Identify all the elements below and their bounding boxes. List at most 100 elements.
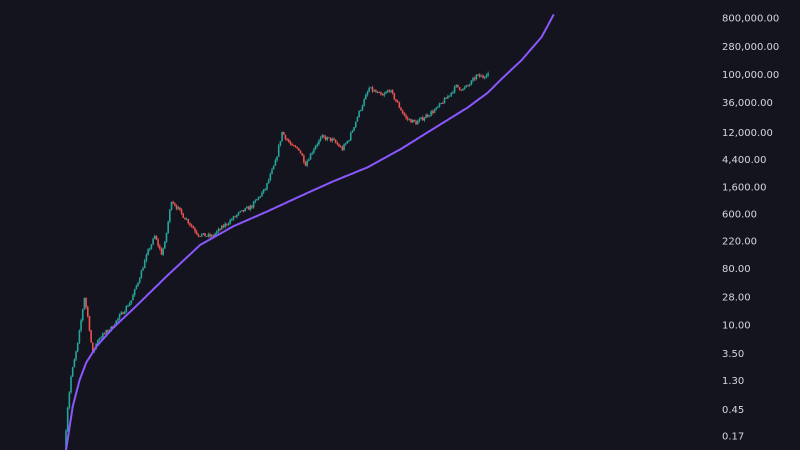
candle-body (296, 146, 298, 149)
candle-body (157, 239, 159, 246)
candle-body (229, 220, 231, 224)
candle-body (246, 206, 248, 209)
candle-body (264, 189, 267, 191)
candle-body (284, 134, 287, 140)
candle-body (370, 87, 372, 89)
candle-body (356, 117, 359, 122)
candle-body (195, 231, 198, 234)
y-tick-label: 12,000.00 (722, 128, 773, 139)
candle-body (455, 84, 458, 87)
candle-body (339, 146, 342, 148)
candle-body (227, 223, 230, 225)
candle-body (150, 244, 153, 249)
candle-body (334, 140, 337, 143)
candle-body (338, 144, 340, 147)
y-tick-label: 36,000.00 (722, 98, 773, 109)
candle-body (432, 111, 434, 113)
candle-body (125, 306, 128, 312)
candle-body (467, 85, 469, 87)
candle-body (329, 137, 332, 141)
candle-body (190, 224, 193, 227)
y-tick-label: 800,000.00 (722, 14, 779, 25)
candle-body (226, 223, 228, 225)
candle-body (371, 87, 374, 92)
candle-body (272, 165, 275, 170)
candle-body (353, 126, 355, 131)
candle-body (200, 234, 203, 237)
y-tick-label: 4,400.00 (722, 155, 767, 166)
candle-body (336, 142, 339, 145)
candle-body (210, 235, 213, 237)
candle-body (425, 114, 427, 118)
y-tick-label: 0.45 (722, 405, 744, 416)
candle-body (473, 78, 476, 80)
candle-body (365, 94, 367, 100)
candle-body (385, 92, 387, 94)
candle-body (103, 333, 106, 335)
candle-body (378, 92, 381, 93)
candle-body (174, 203, 176, 206)
candle-body (328, 137, 330, 139)
candle-body (450, 92, 453, 96)
candle-body (373, 90, 375, 92)
candle-body (408, 119, 411, 121)
candle-body (304, 162, 307, 166)
candle-body (480, 75, 483, 77)
candle-body (457, 84, 459, 88)
candle-body (262, 189, 265, 193)
candle-body (418, 119, 421, 122)
candle-body (224, 223, 226, 227)
candle-body (205, 236, 208, 238)
candle-body (301, 153, 303, 156)
candle-body (128, 303, 131, 307)
candle-body (189, 223, 191, 225)
candle-body (351, 130, 354, 133)
candle-body (212, 235, 215, 237)
candle-body (97, 340, 99, 344)
candle-body (447, 96, 449, 99)
candle-body (180, 209, 183, 214)
candle-body (234, 216, 236, 218)
price-axis[interactable]: 800,000.00 280,000.00 100,000.00 36,000.00 1… (722, 14, 779, 443)
candle-body (127, 306, 129, 307)
candle-body (386, 90, 389, 93)
candle-body (137, 282, 139, 286)
candle-body (303, 155, 305, 163)
candle-body (197, 233, 200, 237)
candle-body (222, 225, 225, 227)
y-tick-label: 1,600.00 (722, 183, 767, 194)
candle-body (143, 260, 146, 269)
candle-body (70, 376, 72, 393)
candle-body (167, 221, 169, 233)
candle-body (185, 219, 188, 221)
candle-body (83, 297, 86, 310)
candle-body (135, 285, 138, 290)
candle-body (177, 207, 180, 209)
candle-body (231, 219, 233, 221)
candle-body (323, 135, 325, 137)
candle-body (308, 159, 310, 161)
candle-body (100, 337, 102, 339)
y-tick-label: 280,000.00 (722, 42, 779, 53)
candle-body (401, 110, 404, 114)
candle-body (445, 97, 448, 99)
candle-body (453, 86, 456, 93)
candle-body (220, 225, 223, 230)
candle-body (376, 92, 379, 93)
candle-body (406, 117, 409, 120)
candle-body (202, 233, 205, 235)
candle-body (483, 77, 486, 79)
candle-body (287, 139, 290, 142)
candle-body (115, 320, 118, 326)
candle-body (217, 229, 220, 232)
candle-body (465, 85, 468, 88)
candle-body (65, 430, 67, 450)
y-tick-label: 10.00 (722, 321, 751, 332)
candle-body (354, 121, 357, 127)
candle-body (306, 160, 308, 166)
y-tick-label: 80.00 (722, 264, 751, 275)
candle-body (175, 205, 178, 209)
candle-body (388, 90, 391, 92)
